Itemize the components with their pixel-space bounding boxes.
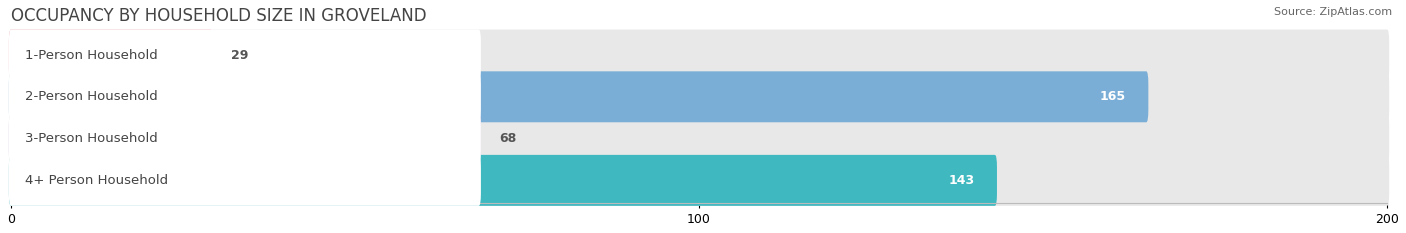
FancyBboxPatch shape bbox=[8, 71, 1389, 122]
FancyBboxPatch shape bbox=[8, 155, 481, 206]
Text: 68: 68 bbox=[499, 132, 517, 145]
Text: 2-Person Household: 2-Person Household bbox=[25, 90, 157, 103]
Text: 3-Person Household: 3-Person Household bbox=[25, 132, 157, 145]
Text: 1-Person Household: 1-Person Household bbox=[25, 48, 157, 62]
FancyBboxPatch shape bbox=[8, 30, 212, 81]
Text: 165: 165 bbox=[1099, 90, 1126, 103]
FancyBboxPatch shape bbox=[8, 71, 1149, 122]
FancyBboxPatch shape bbox=[8, 155, 997, 206]
FancyBboxPatch shape bbox=[8, 30, 481, 81]
Text: 29: 29 bbox=[231, 48, 249, 62]
Text: Source: ZipAtlas.com: Source: ZipAtlas.com bbox=[1274, 7, 1392, 17]
Text: 143: 143 bbox=[948, 174, 974, 187]
FancyBboxPatch shape bbox=[8, 30, 1389, 81]
Text: OCCUPANCY BY HOUSEHOLD SIZE IN GROVELAND: OCCUPANCY BY HOUSEHOLD SIZE IN GROVELAND bbox=[11, 7, 426, 25]
FancyBboxPatch shape bbox=[8, 155, 1389, 206]
FancyBboxPatch shape bbox=[8, 113, 481, 164]
FancyBboxPatch shape bbox=[8, 113, 481, 164]
FancyBboxPatch shape bbox=[8, 71, 481, 122]
Text: 4+ Person Household: 4+ Person Household bbox=[25, 174, 167, 187]
FancyBboxPatch shape bbox=[8, 113, 1389, 164]
